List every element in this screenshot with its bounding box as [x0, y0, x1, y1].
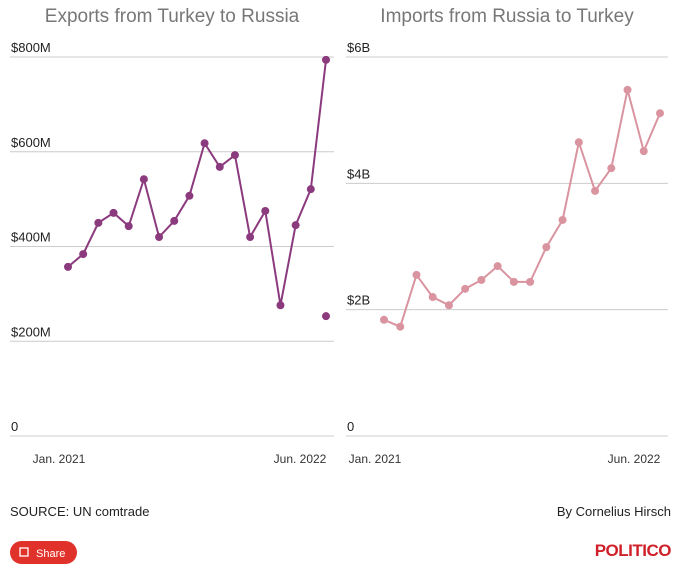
point: [607, 164, 616, 173]
point: [461, 284, 470, 293]
point: [526, 277, 535, 286]
point: [542, 243, 551, 252]
point: [94, 218, 103, 227]
point: [639, 147, 648, 156]
point: [656, 109, 664, 118]
line: [383, 89, 661, 329]
point: [155, 233, 164, 242]
byline: By Cornelius Hirsch: [557, 504, 671, 519]
point: [493, 262, 502, 271]
point: [477, 275, 486, 284]
chart-title: Exports from Turkey to Russia: [45, 6, 300, 27]
y-tick-label: $6B: [347, 40, 370, 55]
point: [591, 186, 600, 195]
x-tick-label: Jun. 2022: [274, 452, 327, 466]
point: [444, 301, 453, 310]
logo[interactable]: POLITICO: [595, 541, 672, 560]
point: [79, 250, 88, 259]
point: [261, 206, 270, 215]
point: [291, 221, 300, 230]
x-tick-label: Jun. 2022: [608, 452, 661, 466]
point: [230, 151, 239, 160]
point: [509, 277, 518, 286]
point: [215, 162, 224, 171]
share-label[interactable]: Share: [36, 548, 65, 560]
y-tick-label: $2B: [347, 293, 370, 308]
y-tick-label: $400M: [11, 230, 51, 245]
point: [139, 175, 148, 184]
point: [200, 139, 209, 148]
y-tick-label: $4B: [347, 166, 370, 181]
y-tick-label: 0: [347, 419, 354, 434]
point: [428, 293, 437, 302]
source: SOURCE: UN comtrade: [10, 504, 149, 519]
y-tick-label: $800M: [11, 40, 51, 55]
point: [64, 262, 72, 271]
chart-title: Imports from Russia to Turkey: [380, 6, 634, 27]
point: [185, 191, 194, 200]
point: [322, 55, 330, 64]
point: [380, 315, 388, 324]
y-tick-label: 0: [11, 419, 18, 434]
point: [276, 301, 285, 310]
point: [109, 208, 118, 217]
share-button[interactable]: Share: [10, 541, 77, 564]
share-background[interactable]: [10, 541, 77, 564]
point: [124, 222, 133, 231]
y-tick-label: $200M: [11, 324, 51, 339]
point: [412, 270, 421, 279]
point: [170, 216, 179, 225]
point: [396, 322, 405, 331]
share-icon: [19, 547, 29, 557]
point: [246, 233, 255, 242]
line: [67, 59, 327, 306]
x-tick-label: Jan. 2021: [33, 452, 86, 466]
point: [322, 312, 330, 321]
point: [306, 185, 315, 194]
x-tick-label: Jan. 2021: [349, 452, 402, 466]
point: [558, 215, 567, 224]
y-tick-label: $600M: [11, 135, 51, 150]
point: [623, 85, 632, 94]
point: [574, 138, 583, 147]
